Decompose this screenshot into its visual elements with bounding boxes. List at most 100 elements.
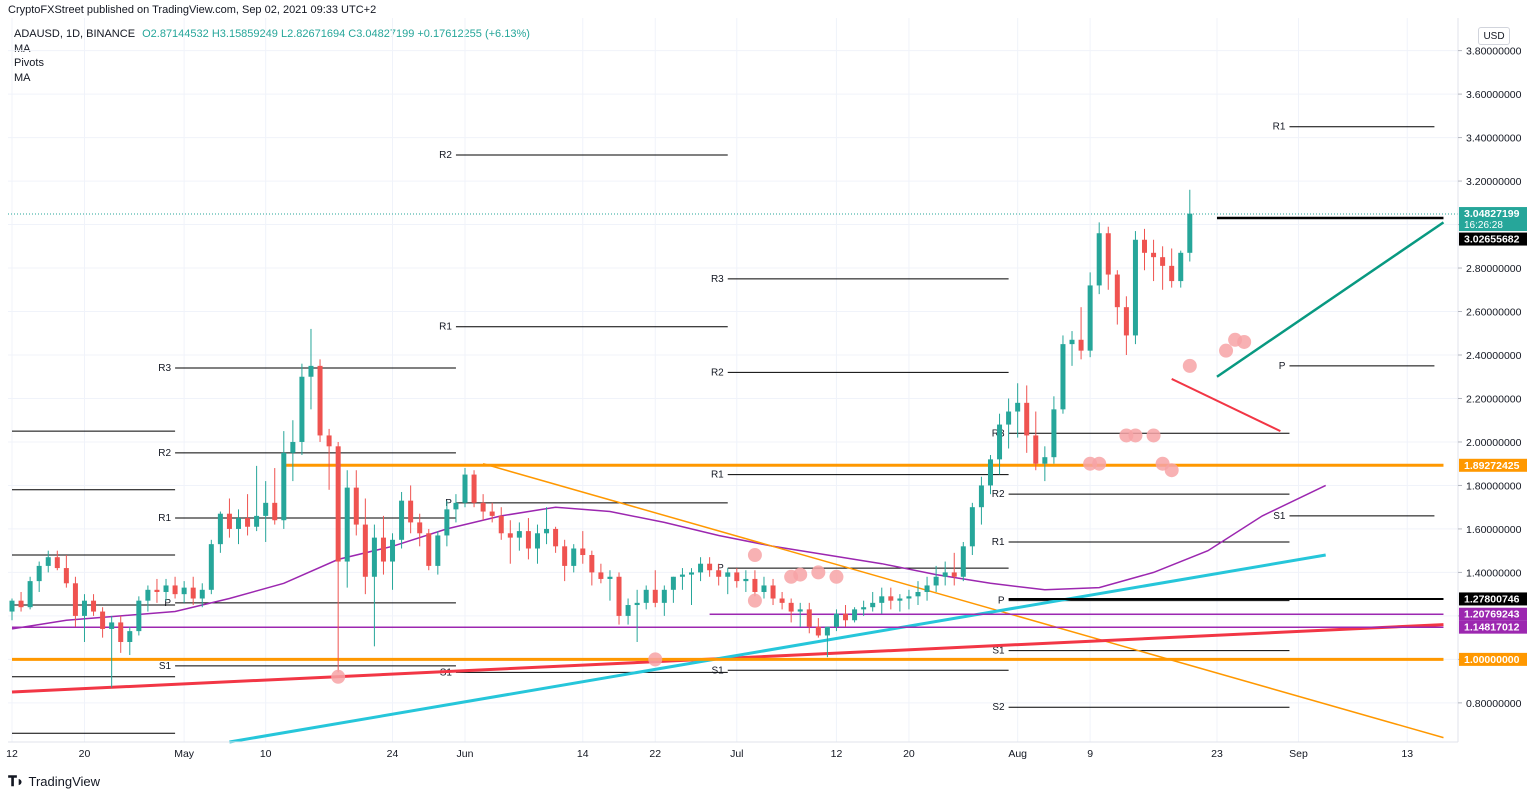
candle-body	[317, 365, 323, 436]
candle-body	[45, 557, 51, 566]
tradingview-branding[interactable]: 𝐓◗ TradingView	[8, 773, 100, 790]
candle-body	[181, 587, 187, 595]
candle-body	[516, 531, 522, 538]
y-tick-label: 3.20000000	[1466, 176, 1522, 188]
candle-body	[335, 446, 341, 562]
candle-body	[924, 585, 930, 592]
price-label-countdown: 16:26:28	[1464, 220, 1503, 231]
trendline-orange-resistance	[482, 462, 1444, 739]
candle-body	[1123, 307, 1129, 336]
candle-body	[1132, 239, 1138, 336]
y-tick-label: 3.40000000	[1466, 133, 1522, 145]
candle-body	[1015, 402, 1021, 412]
highlight-circle	[1182, 358, 1197, 373]
candle-body	[652, 589, 658, 603]
x-tick-label: 22	[649, 748, 661, 760]
pivot-label: P	[998, 596, 1005, 607]
candle-body	[281, 452, 287, 521]
pivot-label: R2	[439, 150, 452, 161]
trendline-teal-ascending	[1216, 221, 1445, 378]
candle-body	[616, 576, 622, 616]
candle-body	[525, 531, 531, 549]
x-tick-label: 9	[1087, 748, 1093, 760]
candle-body	[453, 502, 459, 510]
price-label-text: 1.00000000	[1464, 654, 1520, 666]
candle-body	[571, 548, 577, 566]
y-tick-label: 3.80000000	[1466, 46, 1522, 58]
high-value: H3.15859249	[211, 28, 278, 40]
candle-body	[806, 609, 812, 627]
candle-body	[172, 585, 178, 595]
price-label-bg	[1459, 652, 1527, 666]
x-tick-label: 20	[79, 748, 91, 760]
pivot-label: S1	[1273, 511, 1286, 522]
candle-body	[480, 502, 486, 512]
candle-body	[888, 596, 894, 601]
candle-body	[236, 518, 241, 529]
candle-body	[679, 574, 685, 577]
tradingview-logo-icon: 𝐓◗	[8, 773, 25, 789]
candle-body	[344, 487, 350, 562]
pivot-label: R3	[158, 363, 171, 374]
candle-body	[843, 613, 849, 621]
price-label-text: 1.89272425	[1464, 460, 1520, 472]
y-tick-label: 1.40000000	[1466, 567, 1522, 579]
highlight-circle	[648, 652, 663, 667]
trendline-cyan-ma-200	[229, 553, 1326, 744]
highlight-circle	[1146, 428, 1161, 443]
candle-body	[91, 600, 97, 612]
candle-body	[263, 502, 269, 516]
candle-body	[562, 546, 568, 566]
candle-body	[1142, 239, 1147, 253]
y-tick-label: 2.20000000	[1466, 393, 1522, 405]
candle-body	[734, 572, 740, 582]
candle-body	[1024, 402, 1030, 436]
symbol-name: ADAUSD, 1D, BINANCE	[14, 28, 136, 40]
candle-body	[507, 533, 513, 538]
candle-body	[127, 631, 133, 642]
y-tick-label: 2.60000000	[1466, 307, 1522, 319]
candle-body	[299, 376, 305, 442]
pivot-label: R1	[158, 513, 171, 524]
candle-body	[444, 509, 450, 536]
candle-body	[1178, 252, 1184, 282]
x-tick-label: 12	[831, 748, 843, 760]
indicator-ma-1[interactable]: MA	[14, 42, 31, 55]
candle-body	[661, 589, 667, 603]
candle-body	[698, 563, 704, 573]
candle-body	[163, 585, 169, 592]
candle-body	[417, 522, 423, 534]
candle-body	[27, 581, 33, 608]
candle-body	[942, 572, 948, 577]
candle-body	[1096, 233, 1102, 286]
pivot-label: S1	[992, 646, 1005, 657]
candle-body	[1187, 213, 1193, 253]
candle-body	[870, 602, 876, 608]
candle-body	[1033, 435, 1039, 464]
candle-body	[987, 459, 993, 486]
candle-body	[897, 598, 903, 601]
pivot-label: R2	[992, 489, 1005, 500]
pivot-label: S1	[712, 665, 725, 676]
symbol-row[interactable]: ADAUSD, 1D, BINANCE O2.87144532 H3.15859…	[14, 27, 530, 42]
candle-body	[1114, 274, 1120, 308]
candle-body	[761, 585, 767, 592]
candle-body	[689, 572, 694, 575]
currency-button[interactable]: USD	[1478, 27, 1510, 45]
trendlines	[8, 213, 1458, 744]
pivot-label: P	[445, 498, 452, 509]
pivot-label: P	[1279, 361, 1286, 372]
candle-body	[1069, 339, 1075, 345]
candle-body	[353, 487, 359, 525]
indicator-pivots[interactable]: Pivots	[14, 57, 44, 69]
x-tick-label: Jul	[730, 748, 743, 760]
candle-body	[471, 474, 477, 503]
candle-body	[72, 583, 78, 616]
candle-body	[362, 524, 368, 577]
candle-body	[960, 546, 966, 577]
candle-body	[118, 622, 124, 642]
candle-body	[308, 365, 314, 377]
y-tick-label: 3.60000000	[1466, 89, 1522, 101]
indicator-ma-2[interactable]: MA	[14, 71, 31, 84]
